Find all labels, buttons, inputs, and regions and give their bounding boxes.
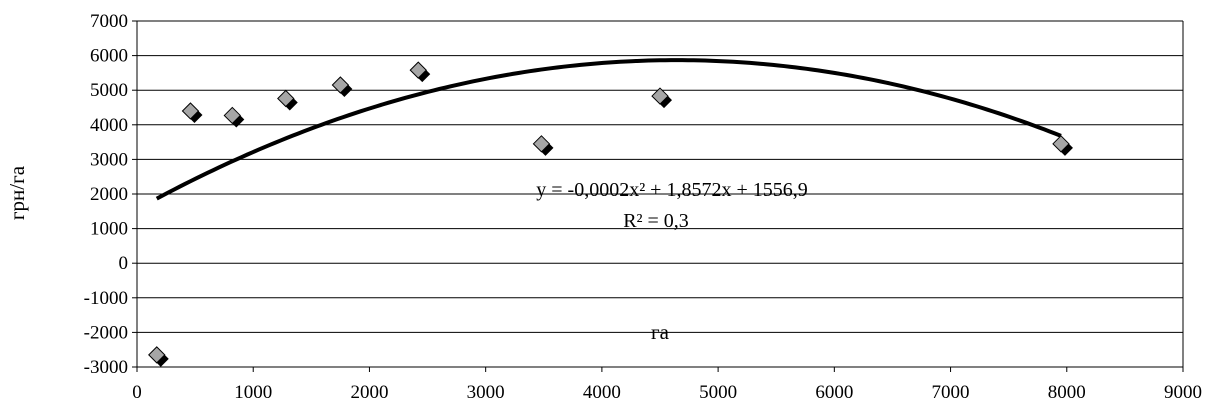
data-point-marker xyxy=(331,76,350,94)
data-point xyxy=(532,135,554,156)
data-point xyxy=(181,102,203,123)
y-tick-label: 1000 xyxy=(90,219,128,240)
data-points xyxy=(148,61,1073,367)
y-tick-label: -3000 xyxy=(84,357,128,378)
data-point-marker xyxy=(532,135,551,153)
y-tick-label: 5000 xyxy=(90,80,128,101)
x-tick-label: 0 xyxy=(132,382,142,403)
y-tick-label: 4000 xyxy=(90,115,128,136)
x-tick-label: 1000 xyxy=(234,382,272,403)
data-point-marker xyxy=(1052,135,1070,153)
x-tick-label: 7000 xyxy=(932,382,970,403)
y-tick-labels: -3000 -2000 -1000 0 1000 2000 3000 4000 5000 6000… xyxy=(84,11,128,378)
data-point-marker xyxy=(181,102,200,120)
x-tick-label: 2000 xyxy=(350,382,388,403)
x-axis-title: га xyxy=(651,320,670,344)
axes xyxy=(132,20,1184,372)
data-point xyxy=(651,87,672,109)
trendline xyxy=(155,58,1062,201)
x-tick-label: 5000 xyxy=(699,382,737,403)
trendline-equation: y = -0,0002x² + 1,8572x + 1556,9 xyxy=(536,179,808,201)
data-point xyxy=(277,89,298,111)
data-point-marker xyxy=(277,89,295,108)
y-tick-label: -2000 xyxy=(84,322,128,343)
data-point-marker xyxy=(223,106,242,125)
x-tick-label: 9000 xyxy=(1164,382,1202,403)
data-point-marker xyxy=(409,61,427,79)
data-point xyxy=(148,346,169,367)
y-tick-label: 0 xyxy=(119,253,129,274)
x-tick-label: 6000 xyxy=(815,382,853,403)
data-point xyxy=(223,106,245,128)
data-point xyxy=(409,61,431,83)
data-point-marker xyxy=(148,346,166,364)
y-tick-label: 3000 xyxy=(90,149,128,170)
data-point xyxy=(1052,135,1073,156)
trendline-group xyxy=(155,58,1062,201)
x-tick-label: 8000 xyxy=(1048,382,1086,403)
data-point-marker xyxy=(651,87,669,105)
y-tick-label: -1000 xyxy=(84,288,128,309)
y-tick-label: 6000 xyxy=(90,46,128,67)
y-tick-label: 7000 xyxy=(90,11,128,32)
data-point xyxy=(331,76,353,98)
y-axis-title: грн/га xyxy=(5,165,29,220)
x-tick-labels: 0 1000 2000 3000 4000 5000 6000 7000 8000 9000 xyxy=(132,382,1202,403)
trendline-r-squared: R² = 0,3 xyxy=(623,210,689,232)
x-tick-label: 4000 xyxy=(583,382,621,403)
x-tick-label: 3000 xyxy=(467,382,505,403)
y-tick-label: 2000 xyxy=(90,184,128,205)
